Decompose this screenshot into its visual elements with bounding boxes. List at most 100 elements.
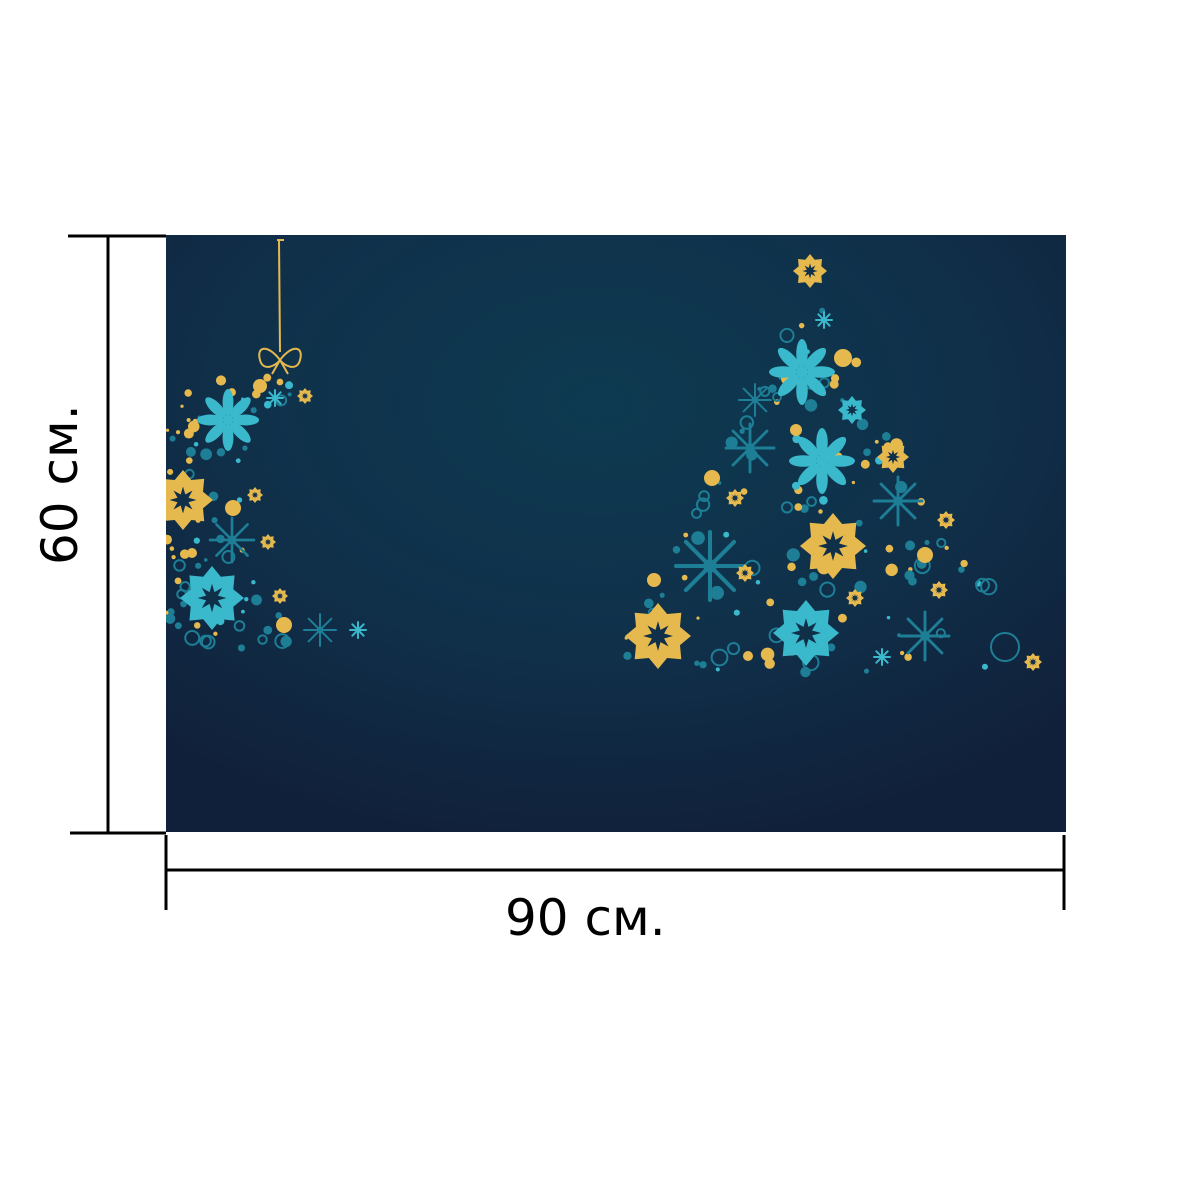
ring-ornament — [780, 501, 794, 514]
dot-ornament — [169, 546, 175, 551]
ring-ornament — [936, 537, 947, 549]
dot-ornament — [733, 609, 740, 616]
flower-icon — [816, 465, 828, 494]
dot-ornament — [981, 663, 988, 670]
dot-ornament — [192, 418, 199, 425]
dot-ornament — [800, 504, 809, 513]
dot-ornament — [180, 404, 184, 408]
star-center-icon — [802, 263, 818, 279]
ring-ornament — [184, 629, 201, 646]
dot-ornament — [751, 396, 759, 404]
dot-ornament — [851, 480, 856, 485]
star-center-icon — [264, 538, 272, 546]
dot-ornament — [804, 399, 818, 412]
dot-ornament — [703, 559, 717, 573]
dot-ornament — [885, 563, 898, 577]
flower-icon — [777, 347, 800, 370]
dot-ornament — [166, 534, 172, 545]
dot-ornament — [691, 531, 705, 545]
snowflake-icon — [815, 311, 833, 329]
dot-ornament — [227, 535, 237, 545]
dot-ornament — [694, 660, 700, 666]
dot-ornament — [905, 540, 916, 551]
dot-ornament — [193, 441, 199, 447]
dot-ornament — [211, 517, 218, 524]
ring-ornament — [698, 490, 710, 503]
dot-ornament — [796, 366, 808, 378]
dot-ornament — [215, 375, 227, 386]
flower-icon — [804, 374, 827, 397]
dot-ornament — [794, 503, 803, 511]
snowflake-icon — [349, 621, 367, 639]
dot-ornament — [818, 509, 823, 514]
dot-ornament — [273, 396, 277, 400]
ring-ornament — [199, 634, 212, 648]
dot-ornament — [880, 655, 884, 659]
dot-ornament — [203, 558, 208, 562]
dot-ornament — [787, 562, 796, 572]
star-center-icon — [818, 531, 848, 561]
ring-ornament — [819, 581, 836, 598]
ring-ornament — [772, 391, 783, 403]
star-center-icon — [251, 491, 259, 499]
dot-ornament — [816, 455, 828, 467]
dot-ornament — [647, 573, 661, 587]
dot-ornament — [235, 458, 241, 464]
ring-ornament — [221, 550, 236, 564]
dot-ornament — [827, 643, 836, 652]
dot-ornament — [623, 651, 632, 661]
star-center-icon — [643, 621, 673, 651]
dot-ornament — [683, 532, 689, 538]
ring-ornament — [710, 648, 729, 667]
dot-ornament — [860, 459, 870, 469]
dot-ornament — [881, 432, 891, 441]
ring-ornament — [990, 632, 1020, 662]
dot-ornament — [924, 539, 930, 546]
flower-icon — [205, 397, 226, 418]
star-center-icon — [851, 594, 859, 602]
dot-ornament — [644, 598, 654, 609]
flower-icon — [824, 463, 847, 486]
dot-ornament — [755, 580, 761, 585]
dot-ornament — [851, 357, 862, 368]
dot-ornament — [171, 554, 176, 560]
dot-ornament — [242, 445, 248, 451]
flower-icon — [230, 422, 251, 443]
dot-ornament — [798, 322, 805, 329]
dot-ornament — [185, 457, 193, 464]
dot-ornament — [195, 562, 202, 569]
dot-ornament — [276, 617, 292, 633]
dot-ornament — [819, 496, 828, 505]
dot-ornament — [263, 373, 272, 382]
flower-icon — [826, 455, 855, 467]
star-center-icon — [1029, 658, 1037, 666]
flower-icon — [804, 347, 827, 370]
bauble-hanger — [258, 239, 302, 375]
dot-ornament — [797, 577, 807, 587]
dot-ornament — [863, 448, 871, 457]
dot-ornament — [917, 547, 933, 563]
height-label: 60 см. — [31, 404, 89, 565]
dot-ornament — [200, 448, 213, 461]
dot-ornament — [175, 430, 181, 435]
dot-ornament — [193, 622, 201, 629]
dot-ornament — [863, 668, 870, 674]
snowflake-icon — [673, 529, 747, 603]
flower-icon — [222, 424, 234, 452]
star-center-icon — [741, 569, 749, 577]
dot-ornament — [854, 580, 867, 594]
dot-ornament — [236, 497, 243, 503]
dot-ornament — [276, 378, 284, 386]
dot-ornament — [944, 545, 949, 551]
flower-icon — [797, 463, 820, 486]
flower-icon — [230, 397, 251, 418]
width-label: 90 см. — [505, 889, 666, 947]
snowflake-icon — [724, 422, 776, 474]
dot-ornament — [766, 598, 775, 607]
dot-ornament — [166, 428, 170, 432]
artwork-background — [166, 235, 1066, 832]
star-center-icon — [791, 618, 821, 648]
flower-icon — [806, 366, 835, 378]
dot-ornament — [251, 580, 256, 585]
